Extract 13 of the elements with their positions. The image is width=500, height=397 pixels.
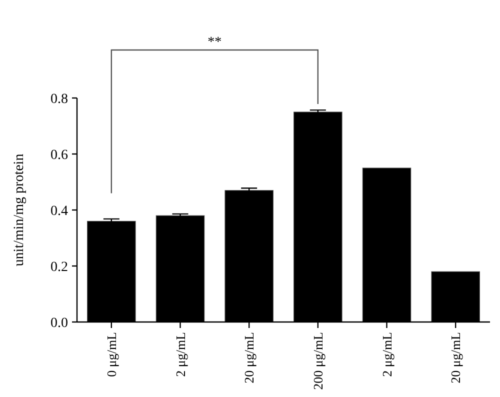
x-tick-label: 20 μg/mL — [448, 332, 464, 384]
y-tick-label: 0.6 — [50, 148, 68, 163]
x-tick-label: 0 μg/mL — [104, 332, 119, 377]
x-tick-label: 2 μg/mL — [172, 332, 188, 377]
x-tick-label: 2 μg/mL — [379, 332, 394, 377]
y-tick-label: 0.8 — [50, 92, 68, 107]
x-tick-label: 200 μg/mL — [310, 332, 326, 390]
y-axis-title: unit/min/mg protein — [12, 154, 27, 266]
text: ** — [208, 35, 222, 50]
y-tick-label: 0.4 — [50, 204, 68, 219]
y-tick-label: 0.0 — [50, 316, 68, 331]
y-tick-label: 0.2 — [50, 260, 68, 275]
x-tick-label: 20 μg/mL — [242, 332, 257, 384]
